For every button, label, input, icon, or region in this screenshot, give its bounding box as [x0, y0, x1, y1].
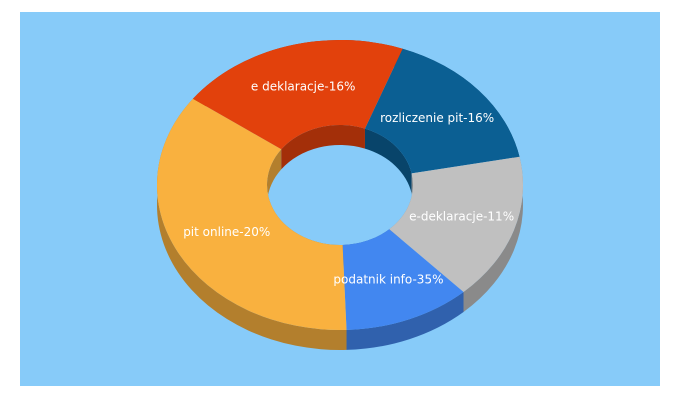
slice — [342, 229, 464, 330]
slice-outer-wall — [346, 291, 464, 350]
slice-inner-wall — [281, 124, 365, 170]
slice — [156, 98, 347, 330]
data-label: e-deklaracje-11% — [409, 209, 514, 223]
slice — [389, 156, 523, 292]
slice — [364, 48, 520, 174]
slice-inner-wall — [364, 128, 412, 194]
data-label: pit online-20% — [183, 225, 270, 239]
data-label: podatnik info-35% — [333, 272, 443, 286]
slice — [192, 40, 403, 150]
slice-outer-wall — [463, 156, 523, 312]
slice-faces — [156, 40, 523, 330]
data-label: e deklaracje-16% — [251, 79, 355, 93]
labels: rozliczenie pit-16% e-deklaracje-11% podat… — [183, 79, 514, 286]
slice-outer-wall — [156, 98, 347, 350]
data-label: rozliczenie pit-16% — [380, 111, 494, 125]
